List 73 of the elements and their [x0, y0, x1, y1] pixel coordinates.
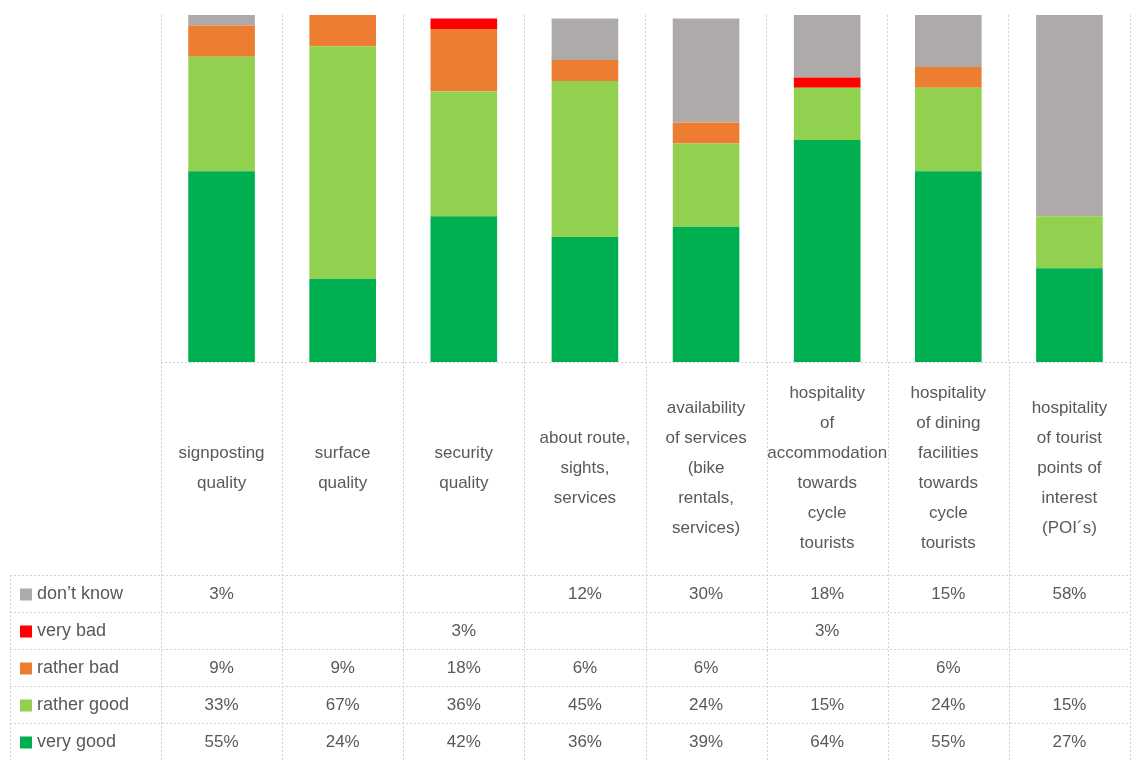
- legend-label: rather bad: [37, 657, 120, 678]
- bar: [793, 15, 861, 78]
- x-tick-label: signposting quality: [178, 443, 265, 493]
- bar: [915, 15, 982, 68]
- bar: [551, 60, 619, 81]
- data-label: 55%: [204, 732, 239, 752]
- data-label: 9%: [330, 658, 355, 678]
- bar: [188, 171, 255, 362]
- bar: [188, 56, 255, 172]
- bar: [672, 122, 740, 144]
- data-label: 24%: [689, 695, 724, 715]
- bar: [430, 28, 498, 92]
- x-tick-label: surface quality: [314, 443, 371, 493]
- bar: [430, 91, 498, 217]
- data-label: 15%: [931, 584, 966, 604]
- data-label: 24%: [325, 732, 360, 752]
- x-tick-label: hospitality of accommodation towards cycle tourists: [767, 383, 888, 553]
- data-label: 24%: [931, 695, 966, 715]
- data-label: 3%: [451, 621, 477, 641]
- bar: [309, 278, 376, 362]
- bar: [793, 139, 861, 362]
- data-label: 30%: [689, 584, 724, 604]
- bar: [915, 87, 982, 172]
- data-label: 45%: [567, 695, 602, 715]
- x-tick-label: about route, sights, services: [539, 428, 631, 508]
- legend-label: very bad: [37, 620, 107, 641]
- data-label: 6%: [693, 658, 719, 678]
- bar: [551, 18, 619, 61]
- data-label: 64%: [810, 732, 845, 752]
- legend-label: rather good: [37, 694, 130, 715]
- data-label: 55%: [931, 732, 966, 752]
- data-label: 12%: [567, 584, 602, 604]
- bar: [915, 171, 982, 362]
- data-label: 9%: [209, 658, 234, 678]
- bar: [793, 87, 861, 140]
- data-label: 15%: [1052, 695, 1087, 715]
- data-label: 39%: [689, 732, 724, 752]
- bar: [430, 18, 498, 29]
- data-label: 27%: [1052, 732, 1087, 752]
- bar: [551, 80, 619, 238]
- data-label: 42%: [446, 732, 481, 752]
- x-tick-label: security quality: [434, 443, 494, 493]
- data-label: 6%: [936, 658, 961, 678]
- legend-label: don’t know: [37, 583, 125, 604]
- x-tick-label: availability of services (bike rentals, services): [665, 398, 747, 538]
- data-label: 18%: [446, 658, 481, 678]
- legend-label: very good: [37, 731, 117, 752]
- data-label: 3%: [814, 621, 840, 641]
- data-label: 15%: [810, 695, 845, 715]
- bar: [672, 226, 740, 362]
- bar: [309, 46, 376, 279]
- data-label: 67%: [325, 695, 360, 715]
- data-label: 36%: [567, 732, 602, 752]
- bar: [1036, 216, 1103, 269]
- bar: [188, 25, 255, 57]
- bar: [551, 237, 619, 362]
- data-label: 33%: [204, 695, 239, 715]
- bar: [430, 216, 498, 362]
- bar: [672, 18, 740, 123]
- bar: [1036, 268, 1103, 362]
- bar: [915, 67, 982, 88]
- data-label: 58%: [1052, 584, 1087, 604]
- bar: [793, 77, 861, 88]
- data-label: 36%: [446, 695, 481, 715]
- data-label: 18%: [810, 584, 845, 604]
- data-label: 6%: [572, 658, 598, 678]
- data-label: 3%: [209, 584, 234, 604]
- bar: [1036, 15, 1103, 217]
- x-tick-label: hospitality of tourist points of interest (POI´s): [1031, 398, 1108, 538]
- bar: [188, 15, 255, 26]
- bar: [309, 15, 376, 47]
- x-tick-label: hospitality of dining facilities towards cycle tourists: [910, 383, 987, 553]
- bar: [672, 143, 740, 227]
